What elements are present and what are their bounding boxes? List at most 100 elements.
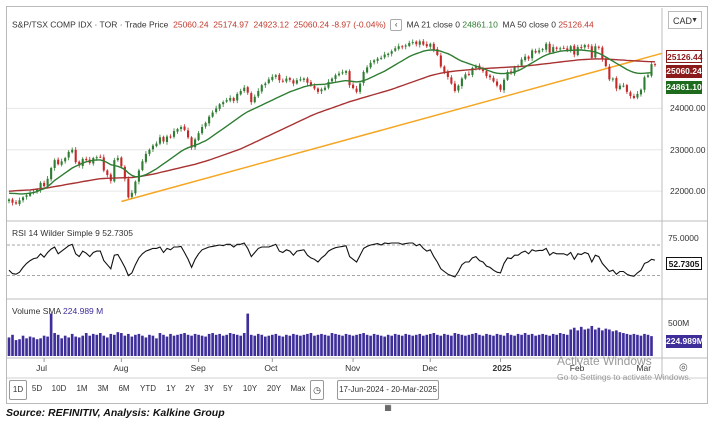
candle-body [446,71,449,77]
volume-bar [404,333,408,356]
candle-body [323,87,327,90]
ma50-label: MA 50 close 0 [502,19,556,30]
candle-body [411,42,414,44]
candle-body [278,74,281,81]
candle-body [646,75,650,77]
volume-bar [608,329,611,356]
candle-body [618,85,621,89]
range-1m-button[interactable]: 1M [76,384,88,393]
volume-bar [14,340,18,356]
candle-body [524,56,527,61]
volume-bar [407,334,411,356]
range-ytd-button[interactable]: YTD [140,384,156,393]
volume-bar [249,334,253,356]
candle-body [201,127,204,134]
volume-bar [562,333,566,356]
range-1y-button[interactable]: 1Y [166,384,176,393]
volume-bar [218,333,221,356]
candle-body [425,44,428,47]
candle-body [615,78,618,89]
candle-body [151,145,154,150]
volume-bar [579,326,583,356]
volume-bar [569,329,573,356]
candle-body [25,195,28,197]
volume-bar [21,335,25,356]
range-10y-button[interactable]: 10Y [242,384,258,393]
candle-body [341,72,344,74]
candle-body [190,137,193,148]
candle-body [450,77,453,84]
price-type-label: Trade Price [124,19,169,30]
volume-bar [253,335,257,356]
candle-body [359,83,362,92]
volume-bar [509,334,513,356]
volume-bar [478,334,481,356]
volume-bar [523,333,527,356]
symbol-label: S&P/TSX COMP IDX [12,19,93,30]
candle-body [622,85,625,87]
volume-bar [113,334,116,356]
candle-body [520,59,523,66]
volume-bar [516,333,520,356]
range-max-button[interactable]: Max [290,384,306,393]
candle-body [313,86,316,89]
volume-bar [148,334,151,356]
volume-bar [302,334,306,356]
volume-bar [98,333,102,356]
range-6m-button[interactable]: 6M [118,384,130,393]
candle-body [274,75,277,77]
range-5y-button[interactable]: 5Y [223,384,233,393]
volume-bar [390,335,394,356]
candle-body [113,160,116,182]
volume-bar [369,335,372,356]
volume-bar [105,337,109,356]
clock-icon[interactable]: ◷ [310,380,324,400]
range-3y-button[interactable]: 3Y [204,384,214,393]
x-axis-label: Nov [345,363,361,373]
currency-label: CAD [673,16,693,26]
volume-bar [541,333,544,356]
volume-bar [650,336,653,356]
candle-body [625,85,628,92]
x-axis-label-year: 2025 [492,363,512,373]
rsi-value-tag: 52.7305 [666,257,702,270]
range-3m-button[interactable]: 3M [97,384,109,393]
candle-body [29,192,32,196]
candle-body [172,131,176,137]
rsi-label: RSI 14 Wilder Simple 9 [12,228,100,238]
volume-bar [355,334,358,356]
candle-body [650,64,653,76]
support-trendline [121,52,663,203]
range-5d-button[interactable]: 5D [31,384,43,393]
range-10d-button[interactable]: 10D [51,384,67,393]
date-range-field[interactable]: 17-Jun-2024 - 20-Mar-2025 ▦ [337,380,439,412]
candle-body [14,202,18,204]
collapse-legend-button[interactable]: ‹ [390,19,403,31]
candle-body [380,57,383,59]
volume-bar [306,333,309,356]
candle-body [102,157,105,171]
range-20y-button[interactable]: 20Y [266,384,282,393]
volume-bar [467,334,471,356]
volume-bar [348,334,351,356]
watermark-subtitle: Go to Settings to activate Windows. [557,372,692,382]
volume-bar [63,335,67,356]
candle-body [257,90,260,97]
volume-bar [414,334,418,356]
candle-body [534,50,537,53]
currency-select[interactable]: CAD ▼ [668,11,702,29]
rsi-line [8,242,656,278]
volume-bar [453,333,457,356]
volume-bar [239,335,243,356]
range-1d-button[interactable]: 1D [9,380,27,400]
volume-bar [327,335,330,356]
volume-bar [565,334,569,356]
volume-bar [292,333,295,356]
volume-label: Volume SMA [12,306,61,316]
candle-body [246,87,249,93]
range-2y-button[interactable]: 2Y [185,384,195,393]
settings-icon[interactable]: ◎ [679,362,688,373]
volume-bar [169,333,172,356]
candle-body [187,130,190,138]
